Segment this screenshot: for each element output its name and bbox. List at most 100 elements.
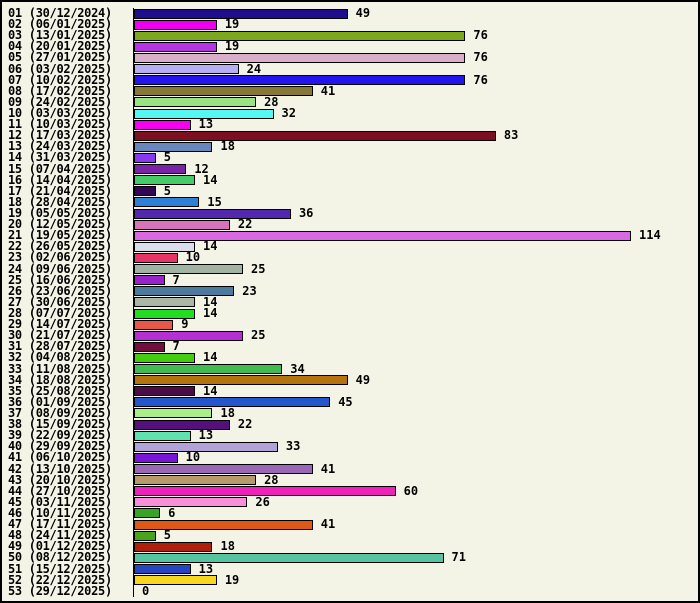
bar: [134, 130, 496, 141]
chart-row: 25 (16/06/2025) 7: [2, 272, 698, 287]
week-label: 11 (10/03/2025): [8, 117, 112, 132]
value-label: 14: [203, 294, 218, 309]
plot-area: 41: [133, 463, 698, 475]
plot-area: 9: [133, 317, 698, 332]
bar: [134, 75, 466, 86]
value-label: 9: [181, 317, 189, 332]
chart-row: 20 (12/05/2025) 22: [2, 218, 698, 231]
chart-row: 09 (24/02/2025) 28: [2, 96, 698, 108]
chart-row: 31 (28/07/2025) 7: [2, 339, 698, 354]
bar: [134, 497, 248, 508]
bar: [134, 341, 165, 352]
chart-row: 14 (31/03/2025) 5: [2, 151, 698, 164]
value-label: 33: [285, 439, 301, 454]
week-label: 12 (17/03/2025): [8, 128, 112, 143]
value-label: 14: [203, 383, 218, 398]
chart-row: 29 (14/07/2025) 9: [2, 317, 698, 332]
chart-row: 01 (30/12/2024) 49: [2, 7, 698, 20]
plot-area: 5: [133, 151, 698, 164]
bar: [134, 508, 161, 519]
bar: [134, 252, 178, 263]
week-label: 52 (22/12/2025): [8, 572, 112, 587]
chart-row: 37 (08/09/2025) 18: [2, 405, 698, 420]
value-label: 18: [220, 405, 235, 420]
bar: [134, 330, 243, 341]
value-label: 114: [639, 228, 661, 243]
plot-area: 13: [133, 563, 698, 575]
plot-area: 18: [133, 405, 698, 420]
chart-row: 48 (24/11/2025) 5: [2, 529, 698, 542]
week-label: 31 (28/07/2025): [8, 339, 112, 354]
value-label: 14: [203, 172, 218, 187]
chart-row: 19 (05/05/2025) 36: [2, 207, 698, 220]
value-label: 60: [403, 483, 419, 498]
plot-area: 5: [133, 529, 698, 542]
bar: [134, 552, 444, 563]
value-label: 14: [203, 306, 218, 320]
week-label: 35 (25/08/2025): [8, 383, 112, 398]
value-label: 13: [198, 117, 214, 132]
week-label: 26 (23/06/2025): [8, 283, 112, 298]
bar: [134, 519, 313, 530]
bar: [134, 452, 178, 463]
plot-area: 32: [133, 107, 698, 120]
week-label: 49 (01/12/2025): [8, 539, 112, 554]
chart-row: 12 (17/03/2025) 83: [2, 128, 698, 143]
week-label: 42 (13/10/2025): [8, 461, 112, 476]
chart-row: 10 (03/03/2025) 32: [2, 106, 698, 121]
plot-area: 10: [133, 250, 698, 265]
plot-area: 83: [133, 129, 698, 142]
chart-row: 49 (01/12/2025) 18: [2, 539, 698, 554]
value-label: 23: [242, 283, 257, 298]
week-label: 39 (22/09/2025): [8, 428, 112, 443]
week-label: 46 (10/11/2025): [8, 505, 112, 520]
week-label: 17 (21/04/2025): [8, 183, 112, 198]
chart-row: 45 (03/11/2025) 26: [2, 494, 698, 509]
value-label: 34: [290, 361, 305, 376]
week-label: 04 (20/01/2025): [8, 39, 112, 54]
plot-area: 25: [133, 263, 698, 275]
plot-area: 45: [133, 396, 698, 408]
value-label: 10: [185, 250, 201, 265]
plot-area: 76: [133, 29, 698, 42]
plot-area: 13: [133, 117, 698, 132]
week-label: 16 (14/04/2025): [8, 172, 112, 187]
chart-row: 07 (10/02/2025) 76: [2, 74, 698, 86]
bar: [134, 175, 196, 186]
plot-area: 76: [133, 51, 698, 64]
week-label: 45 (03/11/2025): [8, 494, 112, 509]
chart-row: 28 (07/07/2025) 14: [2, 306, 698, 320]
week-label: 27 (30/06/2025): [8, 294, 112, 309]
bar: [134, 530, 156, 541]
value-label: 22: [237, 417, 253, 432]
chart-row: 52 (22/12/2025) 19: [2, 572, 698, 587]
week-label: 21 (19/05/2025): [8, 228, 112, 243]
chart-row: 26 (23/06/2025) 23: [2, 283, 698, 298]
value-label: 26: [255, 494, 270, 509]
value-label: 19: [224, 39, 240, 54]
plot-area: 34: [133, 361, 698, 376]
chart-row: 42 (13/10/2025) 41: [2, 461, 698, 476]
bar: [134, 441, 278, 452]
plot-area: 76: [133, 74, 698, 86]
plot-area: 13: [133, 429, 698, 442]
chart-row: 17 (21/04/2025) 5: [2, 183, 698, 198]
plot-area: 12: [133, 163, 698, 175]
week-label: 33 (11/08/2025): [8, 361, 112, 376]
chart-row: 23 (02/06/2025) 10: [2, 250, 698, 265]
chart-row: 51 (15/12/2025) 13: [2, 563, 698, 575]
chart-row: 08 (17/02/2025) 41: [2, 85, 698, 97]
bar: [134, 475, 257, 486]
week-label: 22 (26/05/2025): [8, 239, 112, 254]
bar: [134, 219, 230, 230]
chart-row: 21 (19/05/2025) 114: [2, 228, 698, 243]
week-label: 28 (07/07/2025): [8, 306, 112, 320]
plot-area: 10: [133, 451, 698, 464]
week-label: 25 (16/06/2025): [8, 272, 112, 287]
chart-row: 16 (14/04/2025) 14: [2, 172, 698, 187]
week-label: 10 (03/03/2025): [8, 106, 112, 121]
value-label: 19: [224, 17, 240, 32]
chart-rows: 01 (30/12/2024) 49 02 (06/01/2025) 19 03 (13…: [2, 7, 698, 597]
plot-area: 114: [133, 228, 698, 243]
chart-row: 36 (01/09/2025) 45: [2, 396, 698, 408]
